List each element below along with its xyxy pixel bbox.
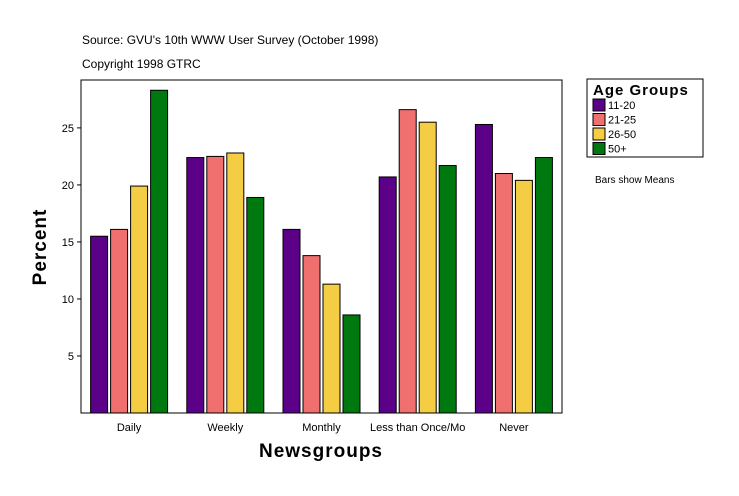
x-tick-label: Weekly	[207, 422, 243, 434]
bar-11-20-Less than Once/Mo	[378, 176, 397, 414]
bar-26-50-Less than Once/Mo	[418, 121, 437, 414]
legend-label: 21-25	[608, 115, 636, 127]
y-tick-label: 20	[62, 180, 74, 192]
x-tick-label: Daily	[117, 422, 142, 434]
legend-title: Age Groups	[593, 82, 689, 99]
legend-swatch-26-50	[592, 127, 606, 141]
bars-note: Bars show Means	[595, 175, 674, 186]
legend-swatch-50+	[592, 142, 606, 155]
bar-11-20-Never	[474, 123, 493, 414]
legend-box	[586, 78, 704, 158]
bar-11-20-Monthly	[282, 228, 301, 414]
bar-11-20-Daily	[90, 235, 109, 414]
bar-11-20-Weekly	[186, 157, 205, 414]
y-tick-label: 10	[62, 294, 74, 306]
x-axis-label: Newsgroups	[259, 441, 383, 462]
bar-26-50-Monthly	[322, 283, 341, 414]
source-text: Source: GVU's 10th WWW User Survey (Octo…	[82, 33, 379, 47]
legend-label: 26-50	[608, 129, 636, 141]
bar-50+-Monthly	[342, 314, 361, 414]
y-tick-label: 5	[68, 351, 74, 363]
bar-21-25-Daily	[110, 228, 129, 414]
bar-50+-Never	[534, 157, 553, 414]
bar-26-50-Weekly	[226, 152, 245, 414]
bar-26-50-Daily	[130, 185, 149, 414]
legend: Age Groups 11-20 21-25 26-50 50+	[586, 78, 704, 158]
legend-swatch-11-20	[592, 98, 606, 112]
bar-21-25-Monthly	[302, 255, 321, 414]
copyright-text: Copyright 1998 GTRC	[82, 57, 201, 71]
y-axis-label: Percent	[30, 209, 51, 286]
y-tick-label: 15	[62, 237, 74, 249]
y-tick-label: 25	[62, 123, 74, 135]
x-tick-label: Monthly	[302, 422, 341, 434]
bar-21-25-Never	[494, 173, 513, 414]
legend-label: 50+	[608, 144, 627, 156]
legend-swatch-21-25	[592, 113, 606, 126]
legend-label: 11-20	[608, 100, 635, 112]
plot-frame	[80, 79, 563, 414]
bar-50+-Weekly	[246, 196, 265, 414]
bar-26-50-Never	[514, 179, 533, 414]
bar-50+-Daily	[150, 89, 169, 414]
bar-50+-Less than Once/Mo	[438, 165, 457, 414]
x-tick-label: Less than Once/Mo	[370, 422, 465, 434]
bar-21-25-Less than Once/Mo	[398, 109, 417, 414]
bar-21-25-Weekly	[206, 155, 225, 414]
x-tick-label: Never	[499, 422, 529, 434]
